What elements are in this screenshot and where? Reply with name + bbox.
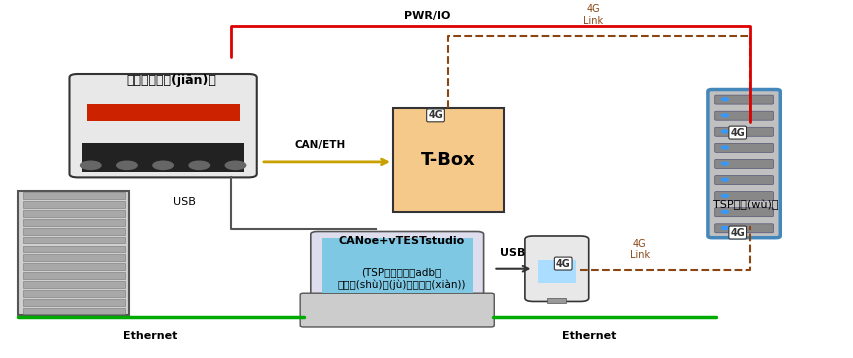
FancyBboxPatch shape <box>714 208 773 217</box>
Bar <box>23 299 125 305</box>
Text: TSP服務(wù)器: TSP服務(wù)器 <box>712 200 778 210</box>
Circle shape <box>721 146 728 149</box>
Text: USB: USB <box>500 248 525 258</box>
Text: (TSP交互指令、adb指
令及數(shù)據(jù)模塊實現(xiàn)): (TSP交互指令、adb指 令及數(shù)據(jù)模塊實現(xiàn)) <box>337 268 465 290</box>
Bar <box>23 272 125 279</box>
FancyBboxPatch shape <box>525 236 588 301</box>
FancyBboxPatch shape <box>714 224 773 233</box>
Text: 4G
Link: 4G Link <box>583 4 602 26</box>
Circle shape <box>189 161 209 169</box>
Circle shape <box>721 227 728 229</box>
FancyBboxPatch shape <box>714 175 773 184</box>
Circle shape <box>721 114 728 117</box>
Text: 總線仿真及監(jiān)控: 總線仿真及監(jiān)控 <box>126 74 217 87</box>
FancyBboxPatch shape <box>714 144 773 153</box>
FancyBboxPatch shape <box>19 191 129 315</box>
FancyBboxPatch shape <box>714 95 773 104</box>
Bar <box>82 143 244 172</box>
FancyBboxPatch shape <box>69 74 257 178</box>
Circle shape <box>117 161 137 169</box>
Bar <box>23 290 125 297</box>
Text: T-Box: T-Box <box>421 151 475 169</box>
FancyBboxPatch shape <box>714 159 773 168</box>
Circle shape <box>721 130 728 133</box>
Bar <box>23 219 125 226</box>
Text: CANoe+vTESTstudio: CANoe+vTESTstudio <box>338 237 464 247</box>
Circle shape <box>153 161 173 169</box>
FancyBboxPatch shape <box>714 111 773 120</box>
Text: 4G: 4G <box>729 228 744 238</box>
FancyBboxPatch shape <box>537 260 575 284</box>
Bar <box>23 210 125 217</box>
Circle shape <box>721 194 728 197</box>
Bar <box>23 255 125 261</box>
Text: 4G
Link: 4G Link <box>629 238 649 260</box>
Bar <box>23 281 125 288</box>
Circle shape <box>721 178 728 181</box>
Bar <box>23 192 125 199</box>
Text: CAN/ETH: CAN/ETH <box>294 140 345 150</box>
Bar <box>23 263 125 270</box>
Text: 4G: 4G <box>729 127 744 137</box>
Bar <box>23 246 125 252</box>
FancyBboxPatch shape <box>392 108 503 212</box>
Circle shape <box>721 98 728 101</box>
FancyBboxPatch shape <box>299 293 494 327</box>
FancyBboxPatch shape <box>310 232 483 299</box>
Bar <box>23 201 125 208</box>
Text: 4G: 4G <box>427 110 443 120</box>
Circle shape <box>80 161 101 169</box>
Text: Ethernet: Ethernet <box>561 331 615 341</box>
Text: PWR/IO: PWR/IO <box>403 11 450 20</box>
Bar <box>547 298 566 303</box>
FancyBboxPatch shape <box>714 192 773 200</box>
Bar <box>23 237 125 243</box>
Text: 4G: 4G <box>555 258 570 268</box>
FancyBboxPatch shape <box>707 90 780 238</box>
Bar <box>23 308 125 314</box>
FancyBboxPatch shape <box>322 238 472 293</box>
Circle shape <box>721 162 728 165</box>
FancyBboxPatch shape <box>714 127 773 136</box>
Bar <box>23 228 125 234</box>
Text: USB: USB <box>173 197 195 207</box>
Text: Ethernet: Ethernet <box>123 331 177 341</box>
Circle shape <box>721 211 728 213</box>
Circle shape <box>225 161 246 169</box>
Bar <box>86 103 240 121</box>
